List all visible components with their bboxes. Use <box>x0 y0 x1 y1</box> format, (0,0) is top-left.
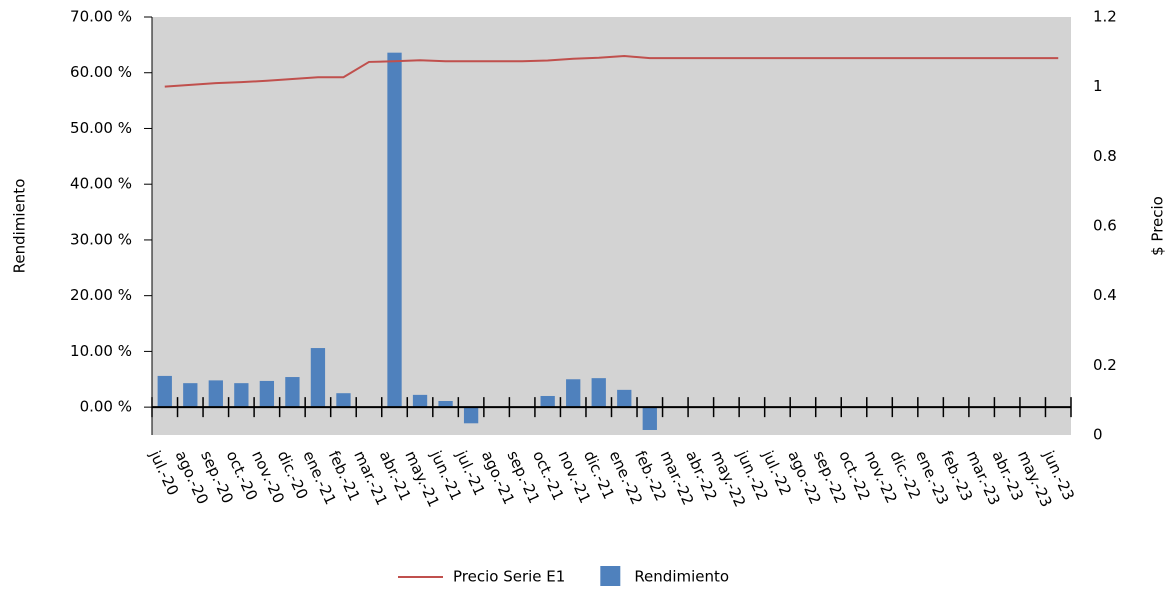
bar <box>259 380 275 408</box>
y-tick-label: 50.00 % <box>70 119 132 137</box>
bar <box>208 380 223 408</box>
bar <box>642 407 657 430</box>
y2-axis-title: $ Precio <box>1149 196 1167 256</box>
bar <box>566 379 581 408</box>
plot-area <box>152 17 1071 435</box>
bar <box>540 395 555 408</box>
bar <box>438 401 453 408</box>
bar <box>591 378 606 408</box>
bar <box>387 52 402 408</box>
y2-tick-label: 0.4 <box>1093 286 1117 304</box>
y2-tick-label: 0.2 <box>1093 356 1117 374</box>
bar <box>285 377 300 408</box>
bar <box>157 375 172 408</box>
line <box>164 55 1059 88</box>
y2-tick-label: 0 <box>1093 426 1103 444</box>
y-tick-label: 40.00 % <box>70 175 132 193</box>
y2-tick-label: 1.2 <box>1093 8 1117 26</box>
y-tick-label: 0.00 % <box>80 398 132 416</box>
y-tick-label: 30.00 % <box>70 230 132 248</box>
legend-label: Rendimiento <box>634 568 729 586</box>
bar <box>310 348 326 408</box>
bar <box>183 383 198 408</box>
y-axis-title: Rendimiento <box>11 179 29 274</box>
bar <box>234 383 249 408</box>
bar <box>617 389 632 408</box>
y2-tick-label: 0.6 <box>1093 217 1117 235</box>
bar <box>412 394 428 408</box>
y-tick-label: 20.00 % <box>70 286 132 304</box>
y2-tick-label: 0.8 <box>1093 147 1117 165</box>
bar <box>463 407 479 424</box>
legend-swatch <box>600 566 621 586</box>
y-tick-label: 60.00 % <box>70 63 132 81</box>
legend-label: Precio Serie E1 <box>453 568 565 586</box>
y-tick-label: 70.00 % <box>70 8 132 26</box>
y-tick-label: 10.00 % <box>70 342 132 360</box>
bar <box>336 393 351 408</box>
y2-tick-label: 1 <box>1093 77 1103 95</box>
